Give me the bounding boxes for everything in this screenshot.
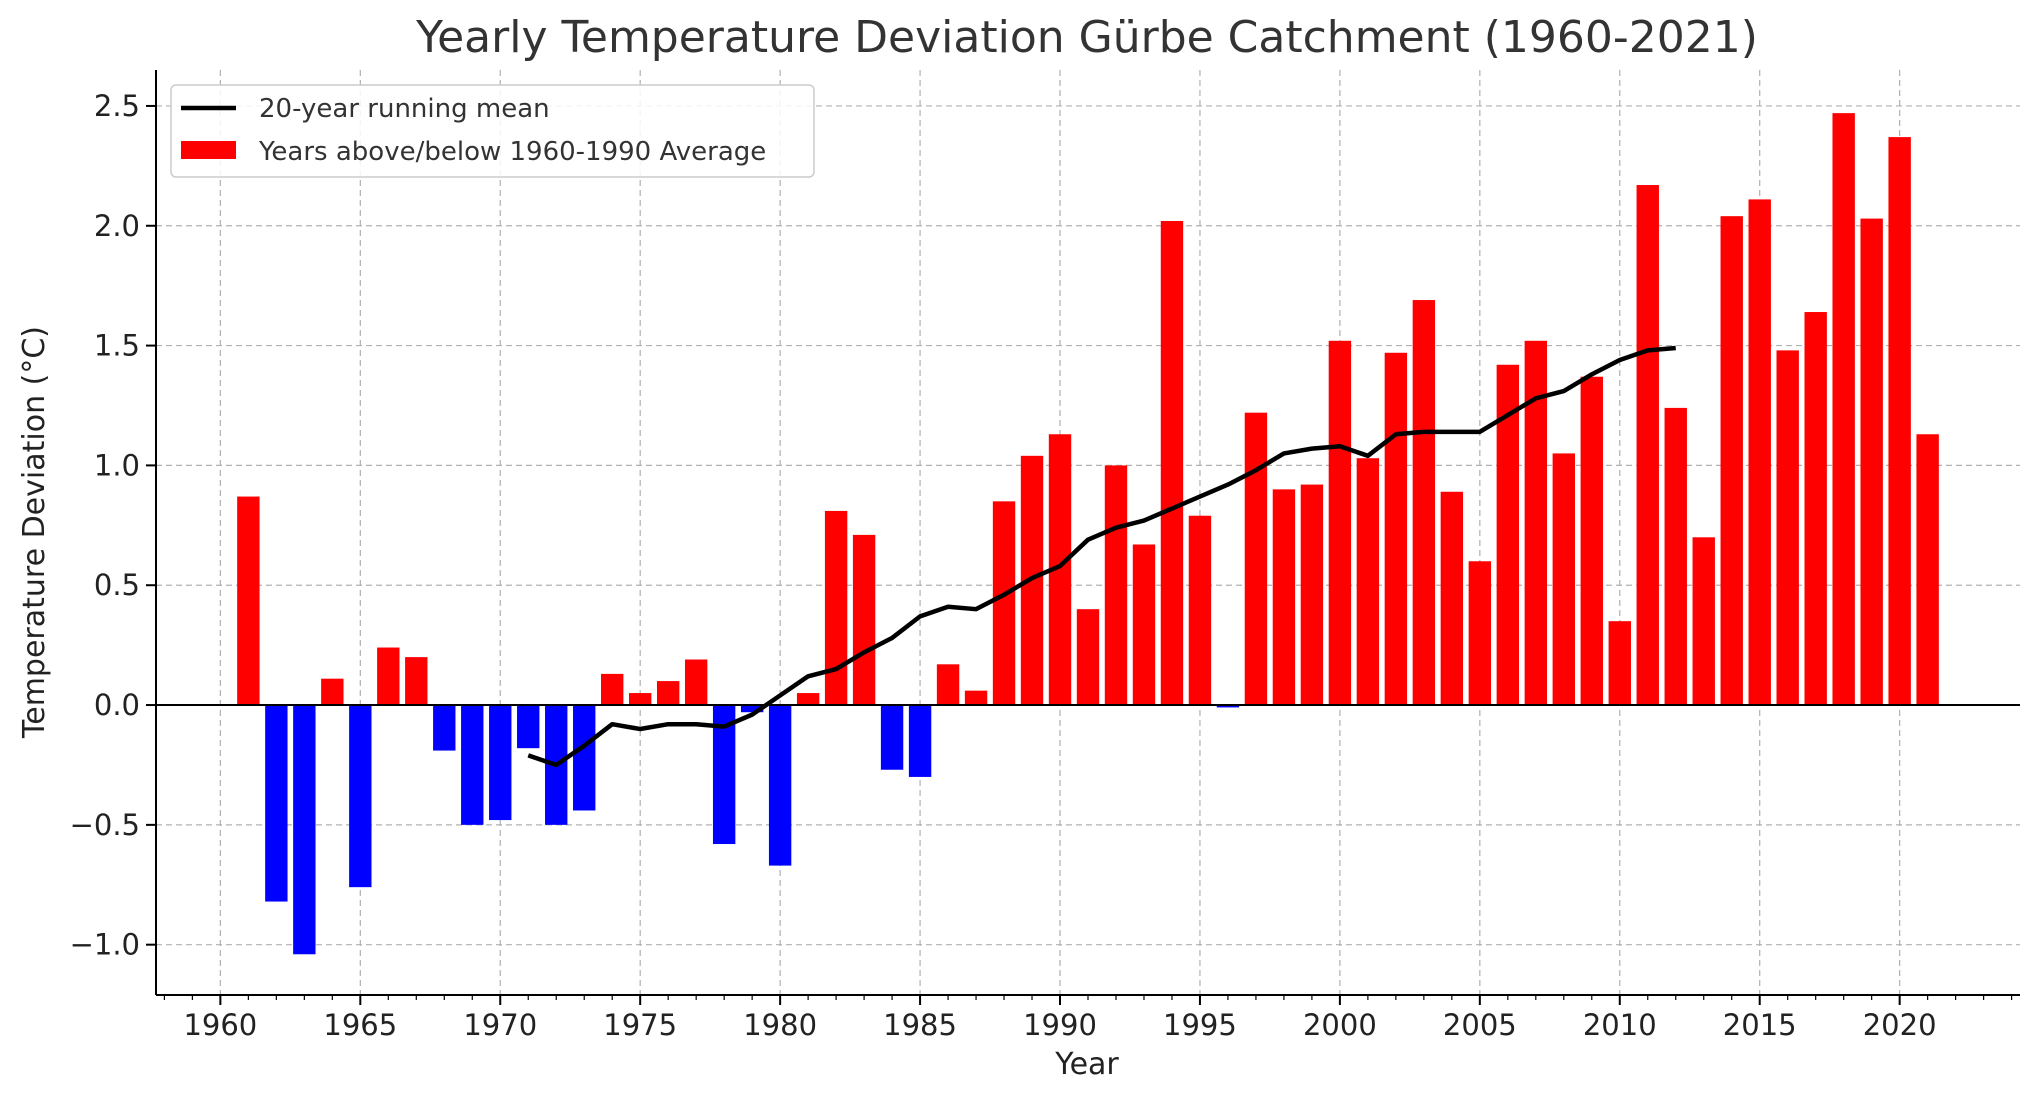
x-tick-label: 2010: [1583, 1008, 1657, 1042]
y-tick-label: 0.0: [94, 688, 140, 722]
x-tick-label: 2000: [1303, 1008, 1377, 1042]
y-tick-label: 1.0: [94, 448, 140, 482]
x-tick-label: 1965: [323, 1008, 397, 1042]
bar-1986: [936, 664, 960, 706]
bar-1993: [1132, 544, 1156, 706]
bar-1968: [433, 705, 456, 751]
bar-1962: [265, 705, 288, 902]
bar-2003: [1412, 300, 1436, 706]
x-tick-label: 1975: [603, 1008, 677, 1042]
chart-title: Yearly Temperature Deviation Gürbe Catch…: [415, 12, 1758, 63]
bar-1967: [405, 657, 428, 706]
bar-2001: [1356, 458, 1380, 706]
bar-1994: [1160, 220, 1184, 706]
bar-2002: [1384, 352, 1408, 706]
bar-1999: [1300, 484, 1324, 706]
y-axis-label: Temperature Deviation (°C): [17, 326, 52, 739]
bar-1963: [293, 705, 316, 955]
x-tick-label: 2005: [1443, 1008, 1517, 1042]
x-axis-ticks: 1960 1965 1970 1975 1980 1985 1990 1995 2000 2005…: [163, 995, 2013, 1042]
bar-2011: [1636, 185, 1659, 706]
bar-2016: [1776, 350, 1799, 706]
x-axis-label: Year: [1054, 1047, 1119, 1082]
bar-1970: [489, 705, 512, 821]
y-tick-label: 2.5: [94, 89, 140, 123]
bar-1990: [1048, 434, 1072, 706]
x-tick-label: 1960: [183, 1008, 257, 1042]
bar-1995: [1188, 515, 1212, 706]
bar-1964: [321, 678, 344, 706]
x-tick-label: 2020: [1863, 1008, 1937, 1042]
bar-1969: [461, 705, 484, 825]
bar-1975: [628, 693, 652, 706]
bar-2006: [1496, 364, 1520, 706]
bar-1977: [684, 659, 708, 706]
x-tick-label: 1980: [743, 1008, 817, 1042]
running-mean-line: [527, 345, 1676, 768]
bar-2004: [1440, 491, 1464, 706]
y-tick-label: −0.5: [70, 808, 140, 842]
bar-1980: [768, 705, 792, 866]
x-tick-label: 1995: [1163, 1008, 1237, 1042]
bar-1997: [1244, 412, 1268, 706]
x-tick-label: 1985: [883, 1008, 957, 1042]
bar-1988: [992, 501, 1016, 706]
bar-1983: [852, 534, 876, 706]
bar-2005: [1468, 561, 1492, 706]
bar-1998: [1272, 489, 1296, 706]
y-axis-ticks: −1.0 −0.5 0.0 0.5 1.0 1.5 2.0 2.5: [70, 89, 156, 962]
bar-1965: [349, 705, 372, 888]
bar-2010: [1608, 621, 1631, 706]
bar-2017: [1804, 312, 1827, 706]
bar-1987: [964, 690, 988, 706]
y-tick-label: 2.0: [94, 209, 140, 243]
bar-1982: [824, 510, 848, 706]
bar-2021: [1916, 434, 1939, 706]
bar-2008: [1552, 453, 1575, 706]
legend-box: [170, 84, 815, 178]
bar-1961: [237, 496, 260, 706]
bar-2018: [1832, 113, 1855, 706]
bar-1971: [517, 705, 540, 749]
legend-line-label: 20-year running mean: [259, 94, 550, 124]
bar-2019: [1860, 218, 1883, 706]
bar-2009: [1580, 376, 1603, 706]
bar-2007: [1524, 340, 1548, 706]
y-tick-label: 0.5: [94, 568, 140, 602]
bar-2013: [1692, 537, 1715, 706]
x-tick-label: 1990: [1023, 1008, 1097, 1042]
bar-1973: [573, 705, 596, 811]
bar-2012: [1664, 407, 1687, 706]
bar-1984: [880, 705, 904, 770]
bars-group: [237, 113, 1939, 955]
bar-1991: [1076, 609, 1100, 706]
bar-1985: [908, 705, 932, 777]
bar-2020: [1888, 137, 1911, 706]
bar-2014: [1720, 216, 1743, 706]
bar-2015: [1748, 199, 1771, 706]
bar-1966: [377, 647, 400, 706]
legend-bar-swatch: [181, 141, 236, 159]
legend: 20-year running mean Years above/below 1…: [170, 84, 815, 178]
bar-2000: [1328, 340, 1352, 706]
y-tick-label: −1.0: [70, 928, 140, 962]
x-tick-label: 2015: [1723, 1008, 1797, 1042]
bar-1974: [601, 673, 624, 706]
bar-1992: [1104, 465, 1128, 706]
bar-1979: [740, 705, 764, 713]
x-tick-label: 1970: [463, 1008, 537, 1042]
bar-1996: [1216, 705, 1240, 708]
y-tick-label: 1.5: [94, 329, 140, 363]
bar-1976: [656, 681, 680, 706]
bar-1981: [796, 693, 820, 706]
legend-bar-label: Years above/below 1960-1990 Average: [258, 137, 766, 167]
bar-1978: [712, 705, 736, 845]
